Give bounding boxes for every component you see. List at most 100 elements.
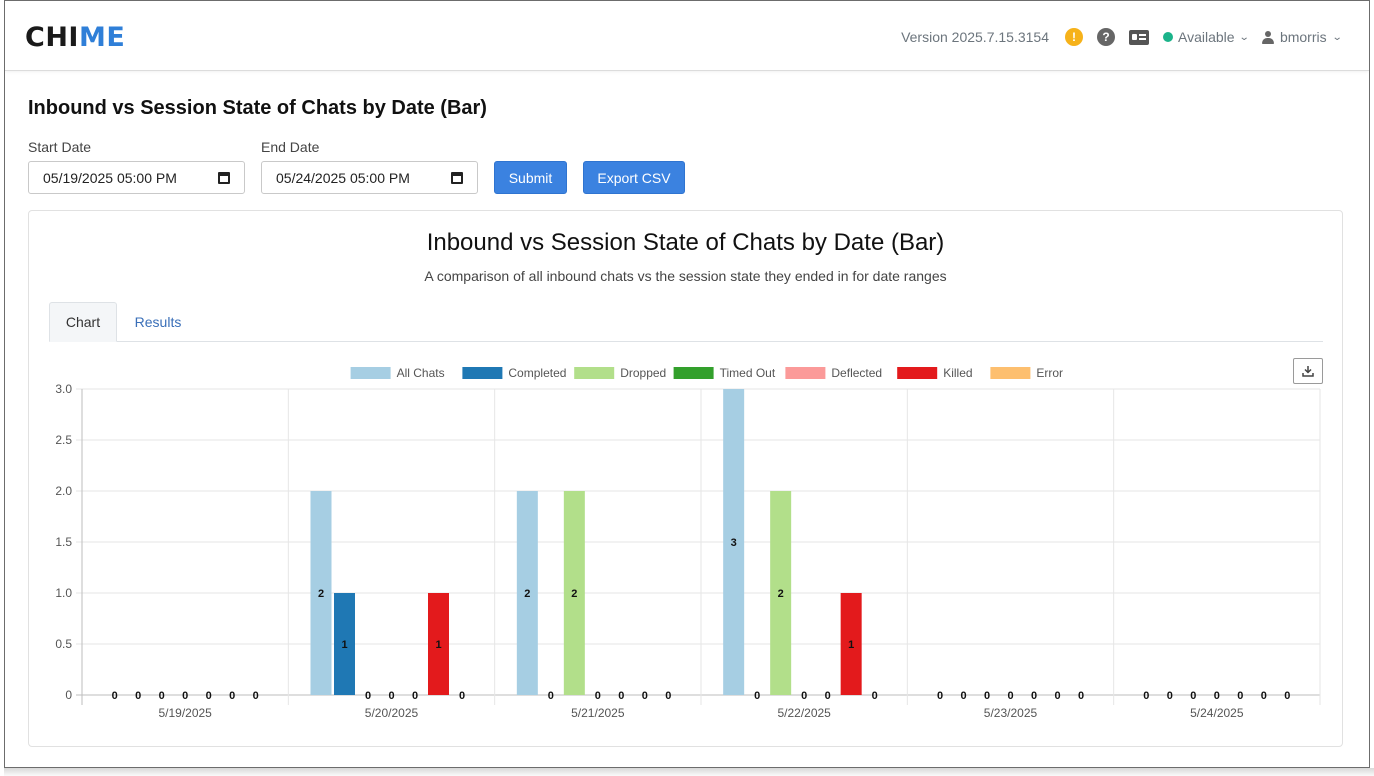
app-window: CHIME Version 2025.7.15.3154 ! ? Availab… [4, 0, 1370, 768]
calendar-icon[interactable] [451, 172, 463, 184]
data-label: 2 [524, 588, 530, 600]
data-label: 0 [1261, 690, 1267, 702]
data-label: 0 [642, 690, 648, 702]
data-label: 2 [778, 588, 784, 600]
status-dropdown[interactable]: Available ⌄ [1162, 29, 1250, 45]
bar [310, 491, 332, 695]
y-tick-label: 2.0 [55, 484, 72, 498]
end-date-input[interactable]: 05/24/2025 05:00 PM [261, 161, 478, 194]
data-label: 0 [112, 690, 118, 702]
data-label: 0 [960, 690, 966, 702]
data-label: 0 [595, 690, 601, 702]
start-date-value: 05/19/2025 05:00 PM [43, 169, 177, 186]
data-label: 0 [1078, 690, 1084, 702]
start-date-label: Start Date [28, 139, 92, 155]
x-tick-label: 5/22/2025 [777, 706, 831, 720]
data-label: 0 [872, 690, 878, 702]
legend-swatch [897, 367, 938, 379]
warning-icon[interactable]: ! [1064, 28, 1083, 46]
data-label: 1 [341, 639, 347, 651]
tab-chart[interactable]: Chart [49, 302, 117, 342]
status-label: Available [1177, 29, 1235, 45]
legend-label: Dropped [620, 366, 666, 380]
data-label: 0 [1190, 690, 1196, 702]
chime-logo[interactable]: CHIME [25, 22, 126, 53]
legend-swatch [574, 367, 615, 379]
x-tick-label: 5/21/2025 [571, 706, 625, 720]
contact-card-icon[interactable] [1128, 29, 1149, 45]
data-label: 0 [1214, 690, 1220, 702]
data-label: 0 [825, 690, 831, 702]
export-csv-button[interactable]: Export CSV [583, 161, 685, 194]
data-label: 0 [388, 690, 394, 702]
data-label: 0 [984, 690, 990, 702]
data-label: 0 [1143, 690, 1149, 702]
data-label: 0 [754, 690, 760, 702]
data-label: 1 [435, 639, 441, 651]
chevron-down-icon: ⌄ [1331, 31, 1343, 43]
y-tick-label: 3.0 [55, 382, 72, 396]
start-date-input[interactable]: 05/19/2025 05:00 PM [28, 161, 245, 194]
data-label: 0 [253, 690, 259, 702]
version-label: Version 2025.7.15.3154 [901, 29, 1049, 45]
data-label: 2 [571, 588, 577, 600]
legend-label: Deflected [831, 366, 882, 380]
y-tick-label: 0 [65, 688, 72, 702]
data-label: 3 [731, 537, 737, 549]
data-label: 0 [1167, 690, 1173, 702]
data-label: 0 [135, 690, 141, 702]
legend-swatch [990, 367, 1031, 379]
bar [840, 593, 862, 695]
y-tick-label: 0.5 [55, 637, 72, 651]
chart-title: Inbound vs Session State of Chats by Dat… [426, 229, 945, 256]
legend-swatch [673, 367, 714, 379]
data-label: 0 [548, 690, 554, 702]
x-tick-label: 5/19/2025 [158, 706, 212, 720]
download-icon [1302, 366, 1314, 377]
data-label: 0 [618, 690, 624, 702]
y-tick-label: 1.5 [55, 535, 72, 549]
data-label: 0 [801, 690, 807, 702]
x-tick-label: 5/20/2025 [365, 706, 419, 720]
user-icon [1261, 30, 1274, 44]
chevron-down-icon: ⌄ [1238, 31, 1250, 43]
legend-label: Error [1036, 366, 1063, 380]
top-navbar: CHIME Version 2025.7.15.3154 ! ? Availab… [5, 1, 1369, 71]
bar [516, 491, 538, 695]
navbar-right: Version 2025.7.15.3154 ! ? Available ⌄ b… [901, 25, 1343, 49]
data-label: 0 [1007, 690, 1013, 702]
report-panel: Inbound vs Session State of Chats by Dat… [28, 210, 1343, 747]
data-label: 0 [412, 690, 418, 702]
legend-swatch [785, 367, 826, 379]
status-dot-icon [1162, 32, 1173, 42]
bar [428, 593, 449, 695]
download-chart-button[interactable] [1293, 358, 1323, 384]
bar [563, 491, 585, 695]
legend-swatch [350, 367, 391, 379]
bar [723, 389, 745, 695]
legend-swatch [462, 367, 503, 379]
page-title: Inbound vs Session State of Chats by Dat… [28, 97, 487, 119]
data-label: 1 [848, 639, 854, 651]
help-icon[interactable]: ? [1096, 28, 1115, 46]
calendar-icon[interactable] [218, 172, 230, 184]
data-label: 0 [459, 690, 465, 702]
legend-label: Timed Out [720, 366, 776, 380]
data-label: 0 [206, 690, 212, 702]
submit-button[interactable]: Submit [494, 161, 567, 194]
end-date-value: 05/24/2025 05:00 PM [276, 169, 410, 186]
data-label: 0 [182, 690, 188, 702]
x-tick-label: 5/24/2025 [1190, 706, 1244, 720]
data-label: 0 [229, 690, 235, 702]
tab-results[interactable]: Results [134, 314, 182, 330]
x-tick-label: 5/23/2025 [984, 706, 1038, 720]
legend-label: All Chats [397, 366, 445, 380]
bar [770, 491, 792, 695]
chart-subtitle: A comparison of all inbound chats vs the… [424, 268, 947, 284]
user-menu[interactable]: bmorris ⌄ [1261, 29, 1343, 45]
bar [334, 593, 355, 695]
data-label: 0 [937, 690, 943, 702]
end-date-label: End Date [261, 139, 320, 155]
y-tick-label: 1.0 [55, 586, 72, 600]
username-label: bmorris [1279, 29, 1327, 45]
